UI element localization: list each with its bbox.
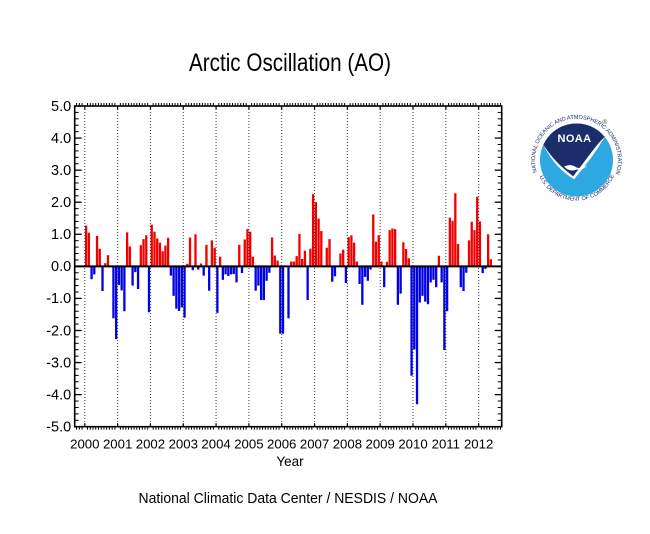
svg-text:-4.0: -4.0 [46, 387, 71, 403]
svg-text:Year: Year [276, 454, 304, 469]
svg-text:2009: 2009 [366, 437, 395, 452]
svg-text:-5.0: -5.0 [46, 420, 71, 436]
svg-text:2003: 2003 [169, 437, 198, 452]
svg-text:2012: 2012 [464, 437, 493, 452]
svg-text:National Climatic Data Center: National Climatic Data Center / NESDIS /… [139, 490, 438, 507]
svg-text:2006: 2006 [267, 437, 296, 452]
svg-text:-3.0: -3.0 [46, 355, 71, 371]
svg-text:2.0: 2.0 [51, 195, 71, 211]
svg-text:2004: 2004 [201, 437, 230, 452]
svg-text:®: ® [603, 118, 608, 126]
svg-text:2000: 2000 [70, 437, 99, 452]
svg-text:NOAA: NOAA [558, 133, 592, 145]
svg-text:4.0: 4.0 [51, 131, 71, 147]
svg-text:5.0: 5.0 [51, 99, 71, 115]
svg-text:1.0: 1.0 [51, 227, 71, 243]
svg-text:3.0: 3.0 [51, 163, 71, 179]
svg-text:-1.0: -1.0 [46, 291, 71, 307]
svg-text:2002: 2002 [136, 437, 165, 452]
svg-text:0.0: 0.0 [51, 259, 71, 275]
svg-text:2001: 2001 [103, 437, 132, 452]
svg-text:2007: 2007 [300, 437, 329, 452]
svg-text:2005: 2005 [234, 437, 263, 452]
svg-text:-2.0: -2.0 [46, 323, 71, 339]
svg-text:Arctic Oscillation (AO): Arctic Oscillation (AO) [189, 49, 391, 77]
svg-text:2011: 2011 [432, 437, 460, 452]
svg-text:2010: 2010 [398, 437, 427, 452]
svg-text:2008: 2008 [333, 437, 362, 452]
